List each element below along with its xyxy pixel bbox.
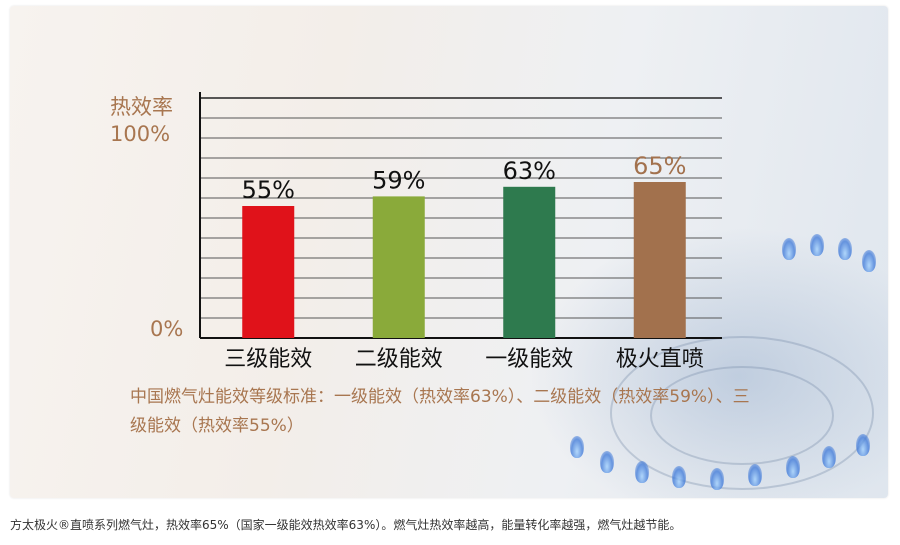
bar-1 xyxy=(242,206,295,338)
flame-icon xyxy=(810,234,824,256)
burner-ring xyxy=(650,366,834,465)
y-tick-top: 100% xyxy=(110,122,170,146)
bar-2 xyxy=(372,196,425,338)
bar-value-label: 65% xyxy=(633,152,686,180)
flame-icon xyxy=(782,238,796,260)
bar-series: 55% 三级能效 59% 二级能效 63% 一级能效 65% 极火直喷 xyxy=(224,152,704,372)
standard-note: 中国燃气灶能效等级标准：一级能效（热效率63%）、二级能效（热效率59%）、三级… xyxy=(130,387,750,436)
flame-icon xyxy=(748,464,762,486)
category-label: 三级能效 xyxy=(224,347,312,372)
flame-icon xyxy=(635,461,649,483)
bar-value-label: 63% xyxy=(503,157,556,185)
flame-icon xyxy=(786,456,800,478)
category-label: 一级能效 xyxy=(485,347,573,372)
flame-icon xyxy=(822,446,836,468)
flame-icon xyxy=(862,250,876,272)
flame-icon xyxy=(710,468,724,490)
y-axis-title: 热效率 xyxy=(110,95,173,119)
flame-icon xyxy=(600,451,614,473)
image-caption: 方太极火®直喷系列燃气灶，热效率65%（国家一级能效热效率63%）。燃气灶热效率… xyxy=(10,518,682,532)
efficiency-bar-chart: 热效率 100% 0% 55% 三级能效 59% 二级能效 63% 一级能效 65% 极火直喷 xyxy=(110,92,722,372)
burner-ring xyxy=(610,336,874,490)
flame-icon xyxy=(838,238,852,260)
bar-value-label: 55% xyxy=(242,176,295,204)
flame-icon xyxy=(856,434,870,456)
bar-4 xyxy=(633,182,686,338)
bar-value-label: 59% xyxy=(372,166,425,194)
y-tick-bottom: 0% xyxy=(150,317,183,341)
chart-panel xyxy=(10,6,888,498)
category-label: 极火直喷 xyxy=(616,347,704,372)
flame-icon xyxy=(570,436,584,458)
bar-3 xyxy=(503,186,556,338)
flame-icon xyxy=(672,466,686,488)
category-label: 二级能效 xyxy=(355,347,443,372)
